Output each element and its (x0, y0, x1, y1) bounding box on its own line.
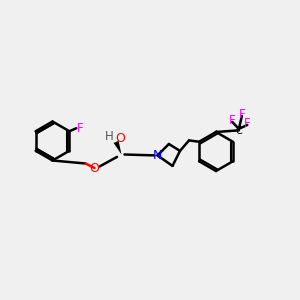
Text: O: O (115, 132, 124, 146)
Text: H: H (105, 130, 114, 143)
Polygon shape (114, 141, 122, 154)
Text: F: F (238, 108, 245, 121)
Text: F: F (229, 114, 236, 127)
Text: F: F (76, 122, 83, 135)
Text: O: O (90, 162, 99, 175)
Text: C: C (236, 126, 242, 136)
Text: N: N (153, 149, 162, 162)
Text: F: F (244, 117, 250, 130)
